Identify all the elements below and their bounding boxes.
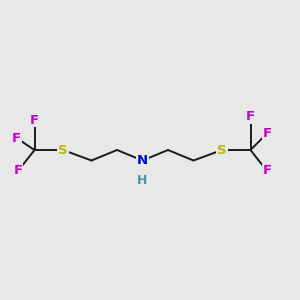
Text: H: H bbox=[137, 173, 148, 187]
Text: S: S bbox=[58, 143, 68, 157]
Text: F: F bbox=[12, 131, 21, 145]
Text: F: F bbox=[262, 127, 272, 140]
Text: F: F bbox=[246, 110, 255, 124]
Text: F: F bbox=[262, 164, 272, 178]
Text: F: F bbox=[30, 113, 39, 127]
Text: S: S bbox=[217, 143, 227, 157]
Text: F: F bbox=[14, 164, 22, 178]
Text: N: N bbox=[137, 154, 148, 167]
